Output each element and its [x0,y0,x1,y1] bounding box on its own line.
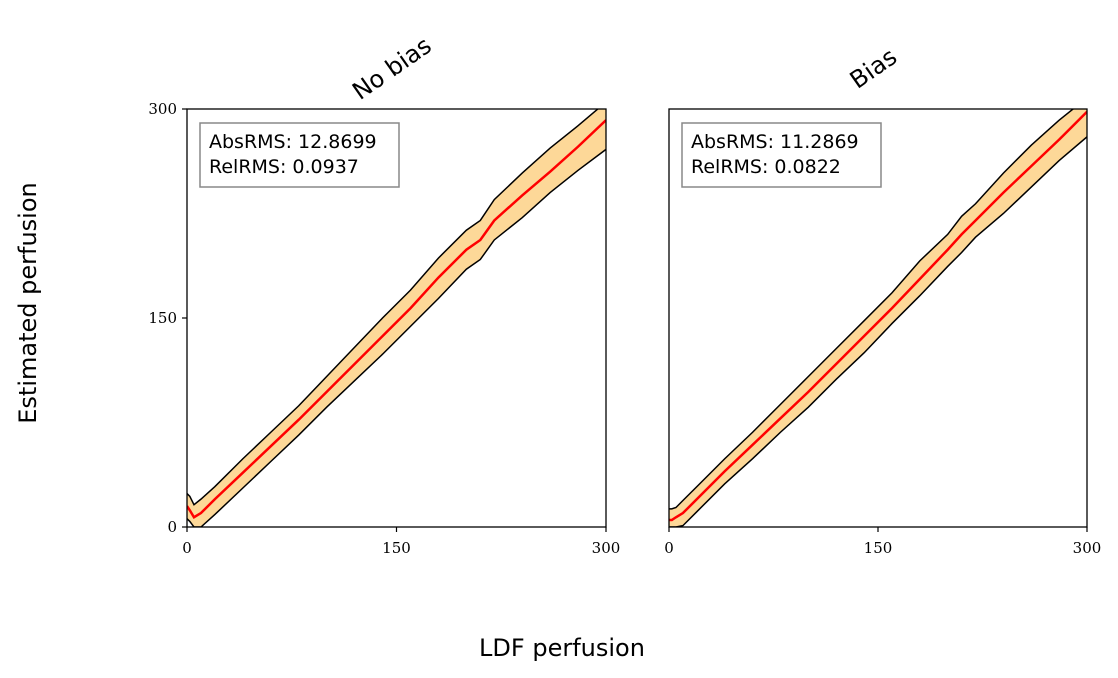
y-tick-label: 150 [148,309,177,327]
x-tick-label: 0 [182,539,192,557]
x-tick-label: 150 [382,539,411,557]
stats-text: RelRMS: 0.0937 [209,156,359,178]
y-tick-label: 0 [167,518,177,536]
band-upper-line [669,109,1075,510]
plot-area [187,109,606,527]
x-tick-label: 300 [1073,539,1102,557]
band-lower-line [669,136,1087,527]
panel-title: No bias [347,31,436,105]
chart-panel-1: 0 150 300 0 150 300 No bias AbsRMS: 12.8699 RelR… [148,31,620,557]
stats-box [681,122,882,188]
band-upper-line [187,109,599,506]
y-axis-label: Estimated perfusion [14,182,42,423]
chart-panels: 0 150 300 0 150 300 No bias AbsRMS: 12.8699 RelR… [148,31,1101,557]
band-lower-line [187,148,606,527]
x-tick-label: 150 [864,539,893,557]
mean-line [187,119,606,519]
stats-text: AbsRMS: 12.8699 [209,131,377,153]
panel-title: Bias [845,43,902,95]
stats-box [199,122,400,188]
mean-line [669,110,1087,522]
chart-panel-2: 0 150 300 Bias AbsRMS: 11.2869 RelRMS: 0.0822 [664,43,1101,557]
stats-text: AbsRMS: 11.2869 [691,131,859,153]
x-axis-label: LDF perfusion [479,634,645,662]
x-tick-label: 0 [664,539,674,557]
y-tick-label: 300 [148,100,177,118]
stats-text: RelRMS: 0.0822 [691,156,841,178]
x-tick-label: 300 [592,539,621,557]
plot-area [669,109,1087,527]
